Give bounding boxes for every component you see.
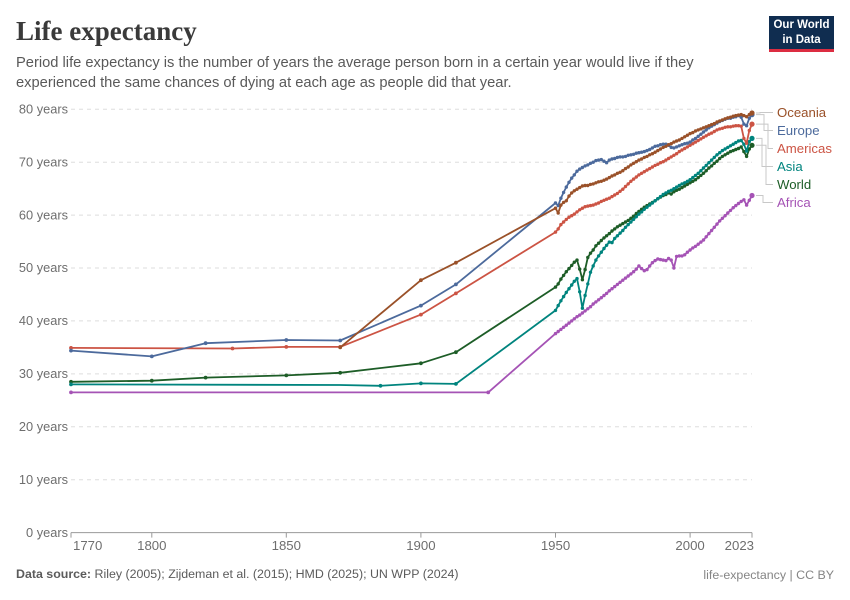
svg-text:50 years: 50 years (19, 260, 68, 275)
svg-text:1950: 1950 (541, 538, 570, 553)
svg-text:2000: 2000 (675, 538, 704, 553)
svg-text:40 years: 40 years (19, 313, 68, 328)
svg-text:Asia: Asia (777, 159, 803, 174)
svg-text:10 years: 10 years (19, 472, 68, 487)
svg-text:2023: 2023 (725, 538, 754, 553)
svg-text:20 years: 20 years (19, 419, 68, 434)
svg-text:60 years: 60 years (19, 207, 68, 222)
svg-text:70 years: 70 years (19, 154, 68, 169)
svg-text:1800: 1800 (137, 538, 166, 553)
svg-text:Americas: Americas (777, 141, 832, 156)
svg-text:Africa: Africa (777, 195, 811, 210)
svg-text:30 years: 30 years (19, 366, 68, 381)
svg-text:1900: 1900 (406, 538, 435, 553)
svg-text:80 years: 80 years (19, 102, 68, 117)
svg-text:0 years: 0 years (26, 525, 68, 540)
svg-text:World: World (777, 177, 811, 192)
svg-text:Oceania: Oceania (777, 105, 827, 120)
svg-text:1850: 1850 (272, 538, 301, 553)
svg-text:1770: 1770 (73, 538, 102, 553)
svg-text:Europe: Europe (777, 123, 820, 138)
